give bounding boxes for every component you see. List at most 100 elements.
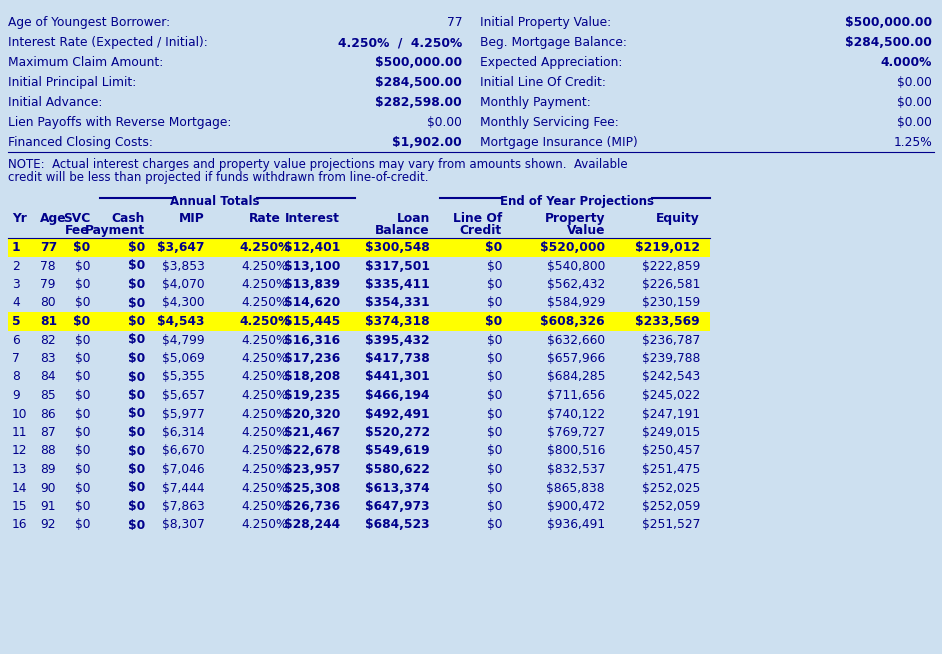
Text: 14: 14	[12, 481, 27, 494]
Text: $0: $0	[485, 315, 502, 328]
Text: 4.250%: 4.250%	[242, 407, 288, 421]
Text: $300,548: $300,548	[365, 241, 430, 254]
Text: Age of Youngest Borrower:: Age of Youngest Borrower:	[8, 16, 171, 29]
Text: $5,355: $5,355	[162, 371, 205, 383]
Text: 83: 83	[40, 352, 56, 365]
Text: $936,491: $936,491	[547, 519, 605, 532]
Text: Monthly Payment:: Monthly Payment:	[480, 96, 591, 109]
Text: $492,491: $492,491	[365, 407, 430, 421]
Text: $284,500.00: $284,500.00	[845, 36, 932, 49]
Text: $632,660: $632,660	[547, 334, 605, 347]
Text: $226,581: $226,581	[642, 278, 700, 291]
Text: $0: $0	[73, 241, 90, 254]
Text: $230,159: $230,159	[642, 296, 700, 309]
Text: $684,285: $684,285	[546, 371, 605, 383]
Text: 87: 87	[40, 426, 56, 439]
Text: $0: $0	[486, 352, 502, 365]
Text: $222,859: $222,859	[642, 260, 700, 273]
Text: $613,374: $613,374	[365, 481, 430, 494]
Text: $0.00: $0.00	[897, 76, 932, 89]
Text: $242,543: $242,543	[642, 371, 700, 383]
Text: $0: $0	[73, 315, 90, 328]
Text: $540,800: $540,800	[546, 260, 605, 273]
Text: $317,501: $317,501	[365, 260, 430, 273]
Text: $684,523: $684,523	[365, 519, 430, 532]
Text: $284,500.00: $284,500.00	[375, 76, 462, 89]
Text: $740,122: $740,122	[547, 407, 605, 421]
Text: $239,788: $239,788	[642, 352, 700, 365]
Text: 81: 81	[40, 315, 57, 328]
Text: $7,863: $7,863	[162, 500, 205, 513]
Text: 88: 88	[40, 445, 56, 458]
Text: 3: 3	[12, 278, 20, 291]
Text: Property: Property	[544, 212, 605, 225]
Text: $0: $0	[486, 389, 502, 402]
Text: Value: Value	[566, 224, 605, 237]
Text: $0: $0	[74, 389, 90, 402]
Text: End of Year Projections: End of Year Projections	[500, 195, 654, 208]
Text: 4.250%: 4.250%	[242, 500, 288, 513]
Text: Lien Payoffs with Reverse Mortgage:: Lien Payoffs with Reverse Mortgage:	[8, 116, 232, 129]
Text: $832,537: $832,537	[546, 463, 605, 476]
Text: 11: 11	[12, 426, 27, 439]
Text: $0: $0	[74, 407, 90, 421]
Text: 7: 7	[12, 352, 20, 365]
Text: $245,022: $245,022	[642, 389, 700, 402]
Text: Initial Line Of Credit:: Initial Line Of Credit:	[480, 76, 606, 89]
Text: SVC: SVC	[63, 212, 90, 225]
Text: $0: $0	[486, 371, 502, 383]
Text: 90: 90	[40, 481, 56, 494]
Text: Initial Property Value:: Initial Property Value:	[480, 16, 611, 29]
Text: Beg. Mortgage Balance:: Beg. Mortgage Balance:	[480, 36, 626, 49]
Text: 92: 92	[40, 519, 56, 532]
Text: $233,569: $233,569	[635, 315, 700, 328]
Text: $0: $0	[128, 334, 145, 347]
Text: $6,670: $6,670	[162, 445, 205, 458]
Text: 4.250%: 4.250%	[239, 241, 291, 254]
Text: 1.25%: 1.25%	[893, 136, 932, 149]
Text: $0: $0	[128, 241, 145, 254]
Text: Loan: Loan	[397, 212, 430, 225]
Text: $0: $0	[74, 352, 90, 365]
Text: $28,244: $28,244	[284, 519, 340, 532]
Text: $0.00: $0.00	[897, 96, 932, 109]
Text: Equity: Equity	[657, 212, 700, 225]
Text: 16: 16	[12, 519, 27, 532]
Text: 77: 77	[447, 16, 462, 29]
Text: Age: Age	[40, 212, 67, 225]
Text: $6,314: $6,314	[162, 426, 205, 439]
Text: $608,326: $608,326	[541, 315, 605, 328]
Text: credit will be less than projected if funds withdrawn from line-of-credit.: credit will be less than projected if fu…	[8, 171, 429, 184]
Text: $282,598.00: $282,598.00	[375, 96, 462, 109]
Text: $0: $0	[486, 481, 502, 494]
Text: Financed Closing Costs:: Financed Closing Costs:	[8, 136, 153, 149]
Text: 4.250%: 4.250%	[239, 315, 291, 328]
Text: $0: $0	[128, 296, 145, 309]
Text: $249,015: $249,015	[642, 426, 700, 439]
Text: $0: $0	[128, 481, 145, 494]
Text: 89: 89	[40, 463, 56, 476]
Text: $0: $0	[74, 260, 90, 273]
Text: $252,059: $252,059	[642, 500, 700, 513]
Text: $0: $0	[486, 260, 502, 273]
Text: $19,235: $19,235	[284, 389, 340, 402]
Text: $0: $0	[486, 278, 502, 291]
Text: $252,025: $252,025	[642, 481, 700, 494]
Text: Fee: Fee	[65, 224, 90, 237]
Text: $0: $0	[486, 445, 502, 458]
Text: $4,543: $4,543	[157, 315, 205, 328]
Text: $7,046: $7,046	[162, 463, 205, 476]
Text: 12: 12	[12, 445, 27, 458]
Text: $395,432: $395,432	[365, 334, 430, 347]
Text: $0: $0	[74, 334, 90, 347]
Text: $657,966: $657,966	[546, 352, 605, 365]
Text: 77: 77	[40, 241, 57, 254]
Text: $0: $0	[486, 519, 502, 532]
Text: $0: $0	[74, 296, 90, 309]
Text: 79: 79	[40, 278, 56, 291]
Text: $22,678: $22,678	[284, 445, 340, 458]
Text: $711,656: $711,656	[546, 389, 605, 402]
Text: Mortgage Insurance (MIP): Mortgage Insurance (MIP)	[480, 136, 638, 149]
Text: $769,727: $769,727	[547, 426, 605, 439]
Text: $4,799: $4,799	[162, 334, 205, 347]
